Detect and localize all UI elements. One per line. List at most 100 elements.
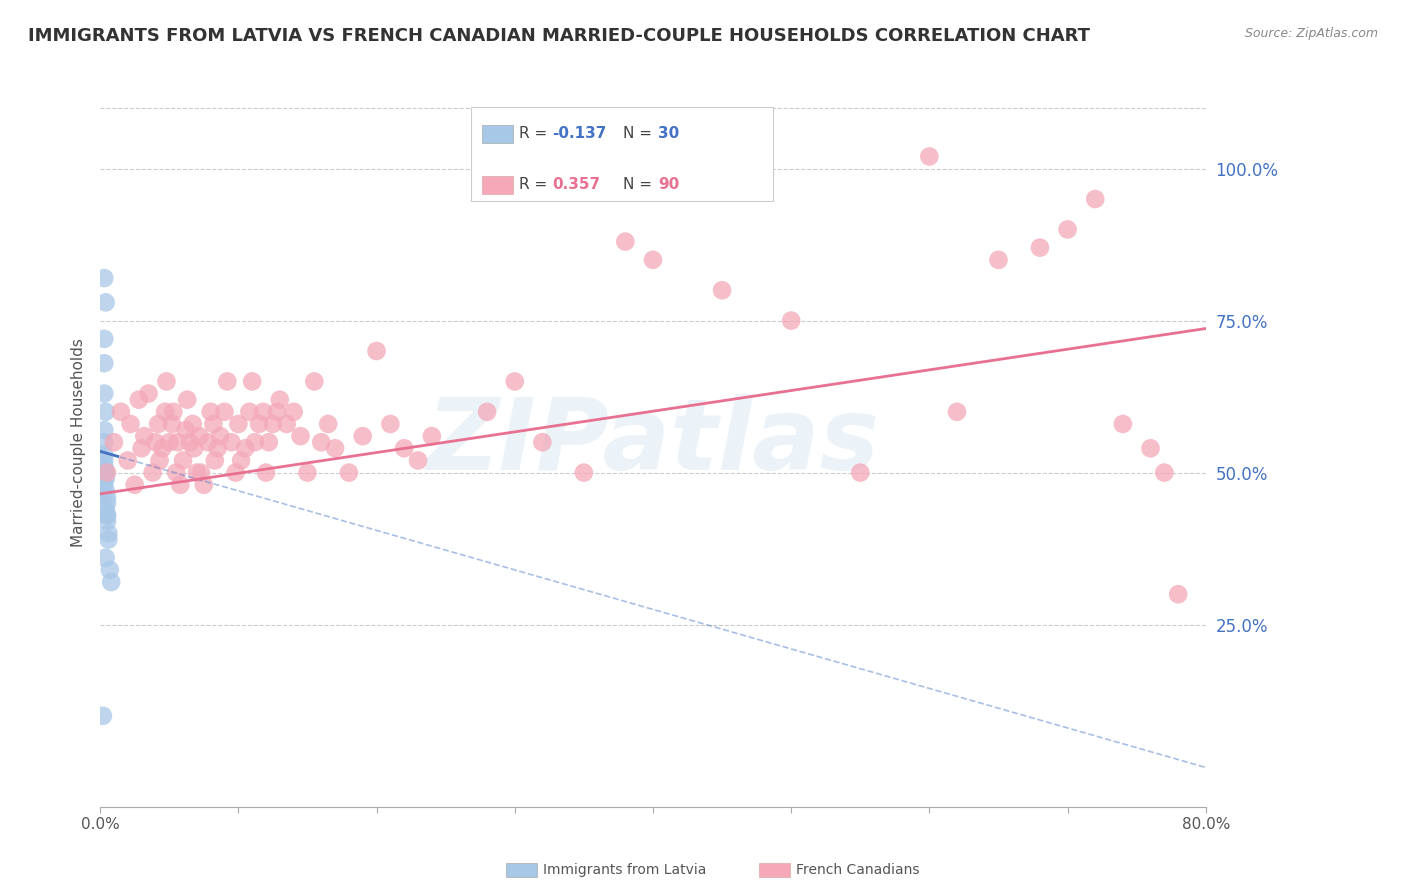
Point	[352, 429, 374, 443]
Point	[110, 405, 132, 419]
Text: R =: R =	[519, 127, 553, 141]
Point	[202, 417, 225, 431]
Point	[420, 429, 443, 443]
Text: French Canadians: French Canadians	[796, 863, 920, 877]
Point	[94, 295, 117, 310]
Point	[225, 466, 247, 480]
Point	[117, 453, 139, 467]
Point	[93, 459, 115, 474]
Point	[1084, 192, 1107, 206]
Point	[93, 332, 115, 346]
Point	[229, 453, 252, 467]
Point	[169, 477, 191, 491]
Point	[96, 496, 118, 510]
Point	[94, 483, 117, 498]
Text: N =: N =	[623, 178, 657, 192]
Point	[96, 466, 118, 480]
Point	[94, 472, 117, 486]
Point	[193, 477, 215, 491]
Point	[252, 405, 274, 419]
Point	[124, 477, 146, 491]
Point	[254, 466, 277, 480]
Point	[97, 526, 120, 541]
Point	[290, 429, 312, 443]
Point	[572, 466, 595, 480]
Point	[93, 386, 115, 401]
Point	[160, 417, 183, 431]
Point	[94, 405, 117, 419]
Point	[128, 392, 150, 407]
Point	[946, 405, 969, 419]
Point	[153, 405, 176, 419]
Point	[134, 429, 156, 443]
Point	[204, 453, 226, 467]
Text: 90: 90	[658, 178, 679, 192]
Point	[1167, 587, 1189, 601]
Point	[475, 405, 498, 419]
Point	[243, 435, 266, 450]
Point	[98, 563, 121, 577]
Point	[217, 375, 239, 389]
Point	[150, 442, 173, 456]
Point	[1056, 222, 1078, 236]
Point	[96, 508, 118, 523]
Point	[91, 708, 114, 723]
Point	[93, 435, 115, 450]
Text: Source: ZipAtlas.com: Source: ZipAtlas.com	[1244, 27, 1378, 40]
Point	[96, 508, 118, 523]
Point	[93, 453, 115, 467]
Point	[323, 442, 346, 456]
Text: -0.137: -0.137	[553, 127, 607, 141]
Point	[197, 435, 219, 450]
Point	[214, 405, 236, 419]
Text: ZIPatlas: ZIPatlas	[426, 393, 880, 491]
Point	[120, 417, 142, 431]
Point	[157, 435, 180, 450]
Point	[269, 392, 291, 407]
Point	[1153, 466, 1175, 480]
Point	[179, 435, 201, 450]
Point	[186, 466, 208, 480]
Y-axis label: Married-couple Households: Married-couple Households	[72, 338, 86, 547]
Point	[142, 466, 165, 480]
Point	[131, 442, 153, 456]
Point	[257, 435, 280, 450]
Point	[503, 375, 526, 389]
Point	[166, 435, 188, 450]
Point	[238, 405, 260, 419]
Point	[138, 386, 160, 401]
Point	[93, 356, 115, 370]
Point	[94, 466, 117, 480]
Point	[209, 429, 232, 443]
Point	[614, 235, 637, 249]
Point	[1112, 417, 1135, 431]
Point	[176, 392, 198, 407]
Point	[200, 405, 222, 419]
Point	[93, 466, 115, 480]
Point	[247, 417, 270, 431]
Point	[93, 472, 115, 486]
Point	[221, 435, 243, 450]
Point	[918, 149, 941, 163]
Point	[145, 435, 167, 450]
Point	[96, 490, 118, 504]
Point	[266, 405, 288, 419]
Point	[276, 417, 298, 431]
Point	[283, 405, 305, 419]
Point	[406, 453, 429, 467]
Point	[240, 375, 263, 389]
Point	[183, 442, 205, 456]
Point	[93, 423, 115, 437]
Point	[780, 313, 803, 327]
Text: 0.357: 0.357	[553, 178, 600, 192]
Point	[1139, 442, 1161, 456]
Text: 30: 30	[658, 127, 679, 141]
Point	[96, 514, 118, 528]
Text: N =: N =	[623, 127, 657, 141]
Point	[1029, 241, 1052, 255]
Point	[148, 453, 170, 467]
Point	[103, 435, 125, 450]
Point	[641, 252, 664, 267]
Point	[233, 442, 256, 456]
Point	[262, 417, 284, 431]
